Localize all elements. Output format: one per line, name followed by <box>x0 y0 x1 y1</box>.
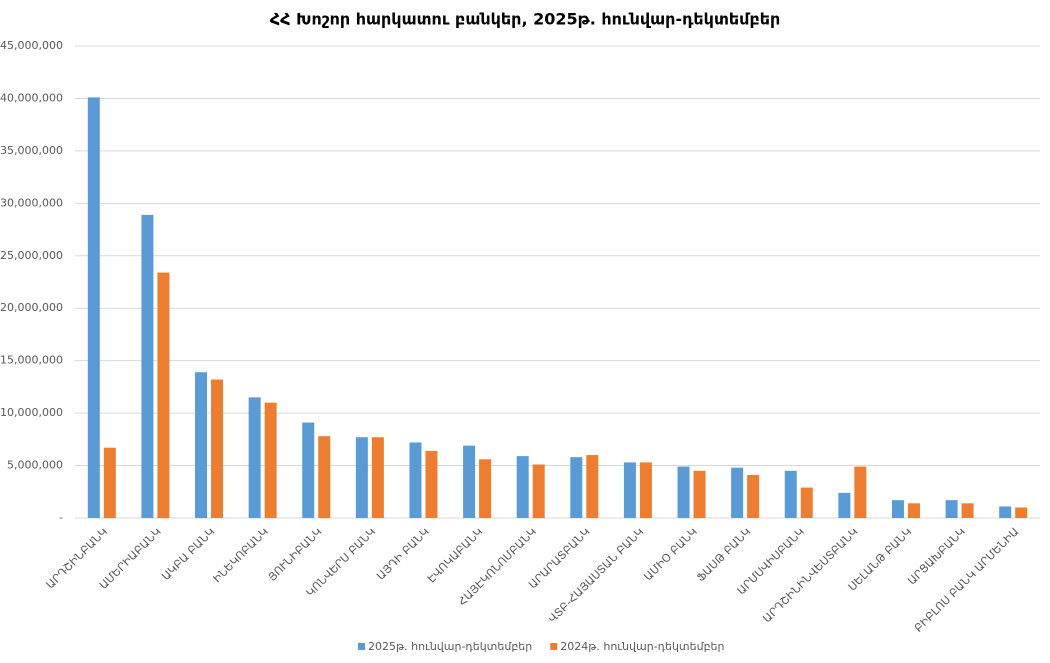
y-tick-label: 20,000,000 <box>0 301 63 314</box>
bar <box>371 437 384 518</box>
x-tick-label: ՎՏԲ-ՀԱՅԱՍՏԱՆ ԲԱՆԿ <box>546 525 646 625</box>
legend-label: 2024թ. հունվար-դեկտեմբեր <box>560 640 724 653</box>
bar <box>248 397 261 518</box>
y-tick-label: 10,000,000 <box>0 406 63 419</box>
bar <box>693 470 706 518</box>
bar <box>409 442 422 518</box>
x-tick-label: ՅՈՒՆԻԲԱՆԿ <box>266 525 325 584</box>
bar <box>907 503 920 518</box>
bar <box>623 462 636 518</box>
bar <box>87 97 100 518</box>
x-tick-label: ԷՎՈԿԱԲԱՆԿ <box>425 525 485 585</box>
x-tick-label: ԱԿԲԱ ԲԱՆԿ <box>159 525 217 583</box>
bar <box>784 470 797 518</box>
y-tick-label: - <box>59 511 63 524</box>
y-tick-label: 30,000,000 <box>0 196 63 209</box>
bar <box>999 506 1012 518</box>
bar <box>318 436 331 518</box>
bar <box>141 214 154 519</box>
x-tick-label: ԱՄԻՕ ԲԱՆԿ <box>641 525 699 583</box>
y-tick-label: 40,000,000 <box>0 91 63 104</box>
bar <box>479 459 492 518</box>
legend-swatch <box>358 643 365 650</box>
x-tick-label: ԲԻԲԼՈՍ ԲԱՆԿ ԱՐՄԵՆԻԱ <box>912 525 1022 635</box>
bar <box>639 462 652 518</box>
x-tick-label: ԱՐԴՇԻՆԻՆՎԵՍՏԲԱՆԿ <box>760 525 860 625</box>
bar <box>731 467 744 518</box>
bar <box>1015 507 1028 518</box>
bar <box>747 474 760 518</box>
y-tick-label: 5,000,000 <box>7 459 63 472</box>
bar <box>945 500 958 518</box>
bar <box>157 272 170 518</box>
bar <box>425 450 438 518</box>
chart-title: ՀՀ Խոշոր հարկատու բանկեր, 2025թ. հունվար… <box>270 10 781 29</box>
x-tick-label: ՖԱՍԹ ԲԱՆԿ <box>694 525 753 584</box>
y-tick-label: 15,000,000 <box>0 354 63 367</box>
bar <box>211 379 224 518</box>
bar <box>264 402 277 518</box>
y-tick-label: 35,000,000 <box>0 144 63 157</box>
bar <box>800 487 813 518</box>
legend-swatch <box>550 643 558 650</box>
bar <box>586 455 599 518</box>
bar <box>532 464 545 518</box>
bar <box>854 466 867 518</box>
bar <box>516 456 529 518</box>
legend-label: 2025թ. հունվար-դեկտեմբեր <box>368 640 532 653</box>
y-tick-label: 45,000,000 <box>0 39 63 52</box>
bar <box>463 445 476 518</box>
bar <box>677 466 690 518</box>
bar <box>570 457 583 518</box>
y-tick-label: 25,000,000 <box>0 249 63 262</box>
bar <box>302 422 315 518</box>
bar <box>838 492 851 518</box>
bar <box>891 500 904 518</box>
bar <box>961 503 974 518</box>
x-tick-label: ԱՅԴԻ ԲԱՆԿ <box>374 525 432 583</box>
bar <box>195 372 208 518</box>
x-tick-label: ԻՆԵԿՈԲԱՆԿ <box>211 525 271 585</box>
bar <box>103 447 116 518</box>
bar <box>355 437 368 518</box>
